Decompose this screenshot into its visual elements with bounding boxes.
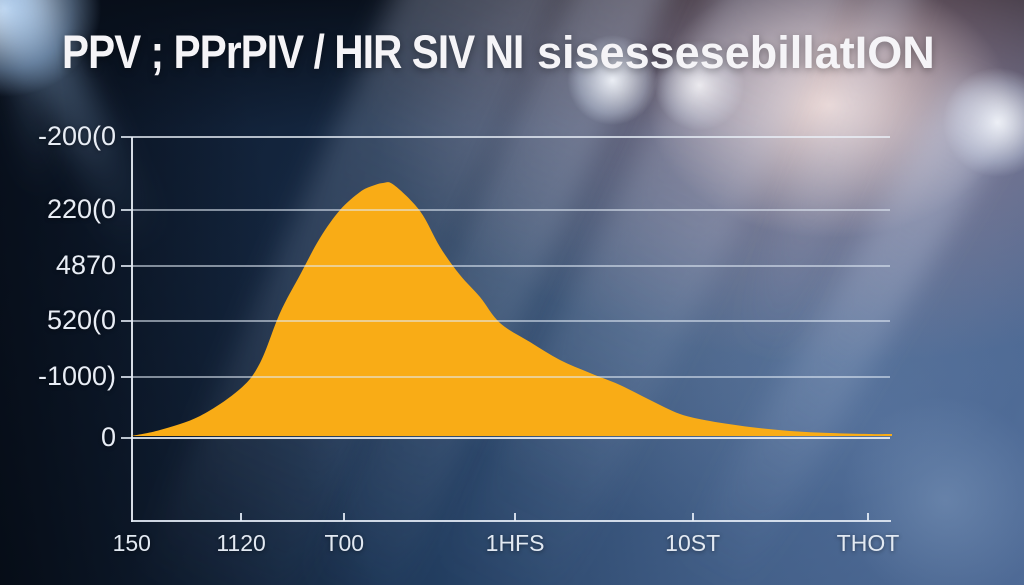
chart-title: PPV ; PPrPIV / HIR SIV NI sisessesebilla… [62,24,935,79]
y-axis-line [131,137,133,522]
y-axis-tick [121,265,131,268]
y-axis-tick-label: 520(0 [46,304,116,335]
y-axis-tick-label: -200(0 [37,121,116,151]
y-axis-tick [121,375,131,378]
x-axis-tick [343,513,346,521]
gridline [131,136,890,138]
x-axis-tick [240,513,243,521]
x-axis-line [131,520,891,522]
y-axis-tick-label: 0 [100,422,116,452]
chart-title-part2: sisessesebillatION [537,27,935,78]
x-axis-tick-label: 150 [112,530,151,556]
x-axis-tick-label: 10ST [665,530,721,556]
gridline [131,437,890,439]
x-axis-tick-label: THOT [836,530,900,556]
y-axis-tick [121,437,131,439]
chart-title-part1: PPV ; PPrPIV / HIR SIV NI [62,25,524,78]
y-axis-tick [121,208,131,211]
y-axis-tick [121,136,131,138]
plot-area [131,136,892,439]
x-axis-tick [514,513,517,521]
x-axis-tick [691,513,694,521]
area-series [131,182,892,436]
y-axis-tick-label: 220(0 [46,193,116,224]
y-axis-tick [121,319,131,322]
gridline [131,265,890,268]
x-axis-tick-label: 1120 [216,530,266,556]
x-axis-tick [866,513,869,521]
gridline [131,208,890,211]
y-axis-tick-label: 4870 [55,250,116,281]
x-axis-tick-label: T00 [324,530,365,556]
gridline [131,319,890,322]
y-axis-tick-label: -1000) [37,360,116,391]
gridline [131,375,890,378]
x-axis-tick-label: 1HFS [485,530,545,556]
